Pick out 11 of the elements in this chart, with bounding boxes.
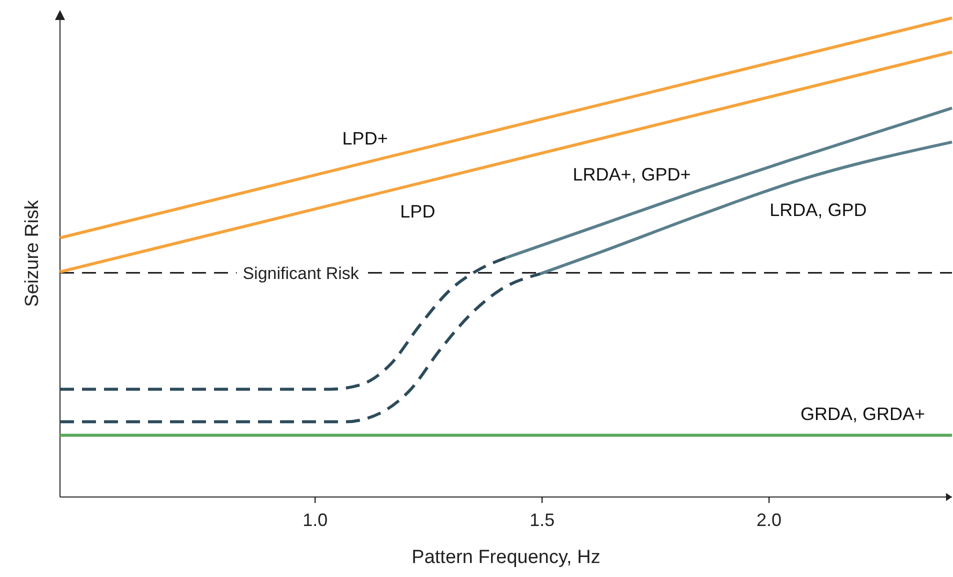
ref-line-label: Significant Risk xyxy=(242,264,360,283)
x-tick-label: 1.0 xyxy=(302,510,328,530)
series-label: LRDA, GPD xyxy=(770,200,867,220)
x-tick-label: 2.0 xyxy=(756,510,782,530)
x-axis-title: Pattern Frequency, Hz xyxy=(412,547,600,568)
series-label: GRDA, GRDA+ xyxy=(800,404,926,424)
y-axis-title: Seizure Risk xyxy=(22,200,43,307)
x-tick-label: 1.5 xyxy=(530,510,555,530)
series-label: LPD+ xyxy=(342,128,388,148)
series-label: LPD xyxy=(400,201,436,222)
series-label: LRDA+, GPD+ xyxy=(572,164,691,185)
